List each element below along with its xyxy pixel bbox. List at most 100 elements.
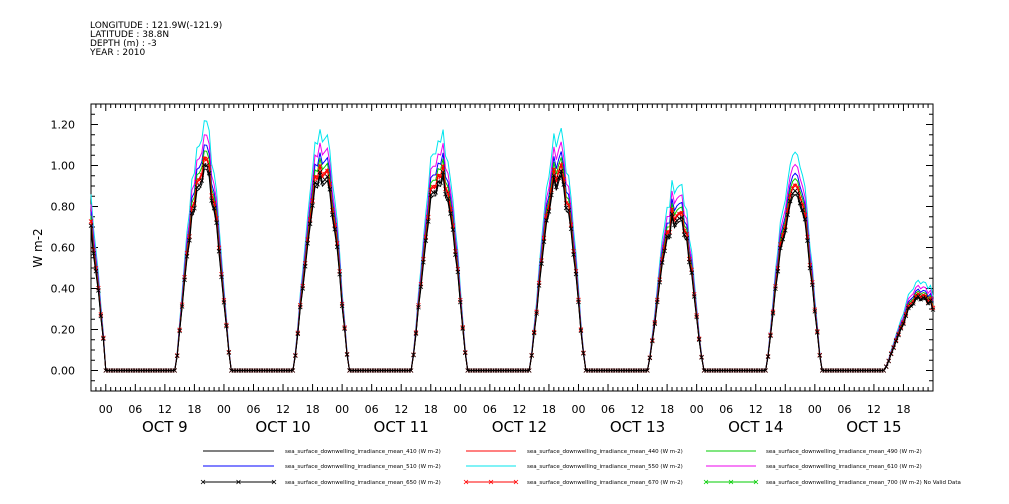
- series-marker-7: [669, 207, 675, 212]
- x-hour-label: 18: [660, 403, 674, 416]
- series-marker-6: [194, 184, 200, 190]
- y-tick-label: 0.20: [51, 324, 76, 337]
- series-marker-6: [669, 211, 675, 217]
- x-day-label: OCT 9: [142, 418, 188, 436]
- series-marker-6: [928, 298, 933, 303]
- series-marker-6: [435, 179, 441, 184]
- series-marker-6: [322, 177, 328, 183]
- x-day-label: OCT 11: [374, 418, 429, 436]
- legend-label: sea_surface_downwelling_irradiance_mean_…: [766, 449, 922, 455]
- series-marker-7: [928, 296, 933, 301]
- x-hour-label: 06: [246, 403, 260, 416]
- series-marker-6: [785, 212, 791, 218]
- legend-label: sea_surface_downwelling_irradiance_mean_…: [766, 480, 961, 486]
- series-marker-6: [312, 180, 318, 186]
- legend-swatch-marker: [271, 479, 277, 485]
- plot-frame: [90, 103, 934, 392]
- x-day-label: OCT 14: [728, 418, 783, 436]
- legend-swatch-marker: [488, 479, 494, 485]
- series-marker-7: [558, 162, 564, 168]
- series-marker-7: [435, 173, 441, 179]
- dataset-metadata: LONGITUDE : 121.9W(-121.9) LATITUDE : 38…: [90, 22, 222, 58]
- x-hour-label: 12: [867, 403, 881, 416]
- series-marker-7: [204, 157, 209, 162]
- x-day-label: OCT 10: [255, 418, 310, 436]
- series-marker-7: [679, 210, 685, 216]
- legend-swatch-marker: [703, 479, 709, 485]
- depth-text: DEPTH (m) : -3: [90, 39, 157, 49]
- series-marker-7: [88, 219, 94, 224]
- series-marker-6: [918, 297, 923, 302]
- series-marker-6: [913, 295, 919, 301]
- series-marker-6: [325, 174, 330, 179]
- legend-label: sea_surface_downwelling_irradiance_mean_…: [285, 480, 441, 486]
- legend-swatch-marker: [236, 479, 241, 485]
- y-tick-label: 0.60: [51, 242, 76, 255]
- y-axis-title: W m-2: [31, 228, 45, 267]
- series-marker-6: [679, 215, 685, 220]
- series-line-2: [90, 150, 934, 371]
- legend-swatch-marker: [200, 479, 206, 485]
- x-day-label: OCT 12: [492, 418, 547, 436]
- x-hour-label: 00: [690, 403, 704, 416]
- legend-label: sea_surface_downwelling_irradiance_mean_…: [285, 449, 441, 455]
- y-axis-labels: 0.00 0.20 0.40 0.60 0.80 1.00 1.20: [51, 119, 76, 378]
- legend-swatch-marker: [728, 479, 734, 485]
- x-hour-label: 00: [217, 403, 231, 416]
- series-marker-7: [677, 211, 682, 217]
- x-day-label: OCT 13: [610, 418, 665, 436]
- series-marker-6: [795, 191, 800, 196]
- x-hour-label: 12: [749, 403, 763, 416]
- series-marker-7: [440, 164, 446, 169]
- series-marker-6: [88, 223, 94, 228]
- x-hour-label: 06: [601, 403, 615, 416]
- x-hour-label: 00: [808, 403, 822, 416]
- series-marker-7: [317, 163, 323, 169]
- x-hour-label: 00: [453, 403, 467, 416]
- year-text: YEAR : 2010: [90, 48, 146, 58]
- series-marker-7: [312, 174, 318, 180]
- x-hour-label: 18: [306, 403, 320, 416]
- x-hour-label: 12: [631, 403, 645, 416]
- y-tick-label: 0.00: [51, 365, 76, 378]
- x-day-label: OCT 15: [846, 418, 901, 436]
- x-hour-label: 18: [778, 403, 792, 416]
- axis-ticks: [90, 103, 934, 392]
- x-axis-labels: 00 06 12 18 00 06 12 18 00 06 12 18 00 06 12 18 00 06 12 18…: [99, 403, 911, 436]
- y-tick-label: 1.20: [51, 119, 76, 132]
- latitude-text: LATITUDE : 38.8N: [90, 30, 170, 40]
- legend-swatch-marker: [463, 479, 469, 485]
- y-tick-label: 1.00: [51, 160, 76, 173]
- x-hour-label: 00: [571, 403, 585, 416]
- legend: sea_surface_downwelling_irradiance_mean_…: [200, 449, 961, 486]
- x-hour-label: 06: [483, 403, 497, 416]
- series-marker-6: [204, 163, 209, 168]
- x-hour-label: 00: [99, 403, 113, 416]
- legend-swatch-marker: [753, 479, 759, 485]
- series-marker-7: [325, 168, 330, 174]
- x-hour-label: 06: [365, 403, 379, 416]
- y-tick-label: 0.40: [51, 283, 76, 296]
- series-marker-6: [551, 173, 557, 178]
- x-hour-label: 06: [837, 403, 851, 416]
- series-marker-7: [551, 167, 557, 173]
- series-layer: [88, 120, 936, 373]
- y-tick-label: 0.80: [51, 201, 76, 214]
- series-marker-6: [677, 216, 682, 221]
- x-hour-label: 12: [158, 403, 172, 416]
- x-hour-label: 18: [187, 403, 201, 416]
- x-hour-label: 12: [276, 403, 290, 416]
- legend-label: sea_surface_downwelling_irradiance_mean_…: [527, 480, 683, 486]
- legend-label: sea_surface_downwelling_irradiance_mean_…: [766, 464, 922, 470]
- series-marker-6: [317, 169, 323, 175]
- x-hour-label: 18: [896, 403, 910, 416]
- x-hour-label: 18: [542, 403, 556, 416]
- x-hour-label: 06: [128, 403, 142, 416]
- legend-label: sea_surface_downwelling_irradiance_mean_…: [285, 464, 441, 470]
- series-line-7: [90, 158, 934, 371]
- x-hour-label: 18: [424, 403, 438, 416]
- x-hour-label: 12: [512, 403, 526, 416]
- series-marker-6: [440, 170, 446, 175]
- series-marker-6: [558, 168, 564, 174]
